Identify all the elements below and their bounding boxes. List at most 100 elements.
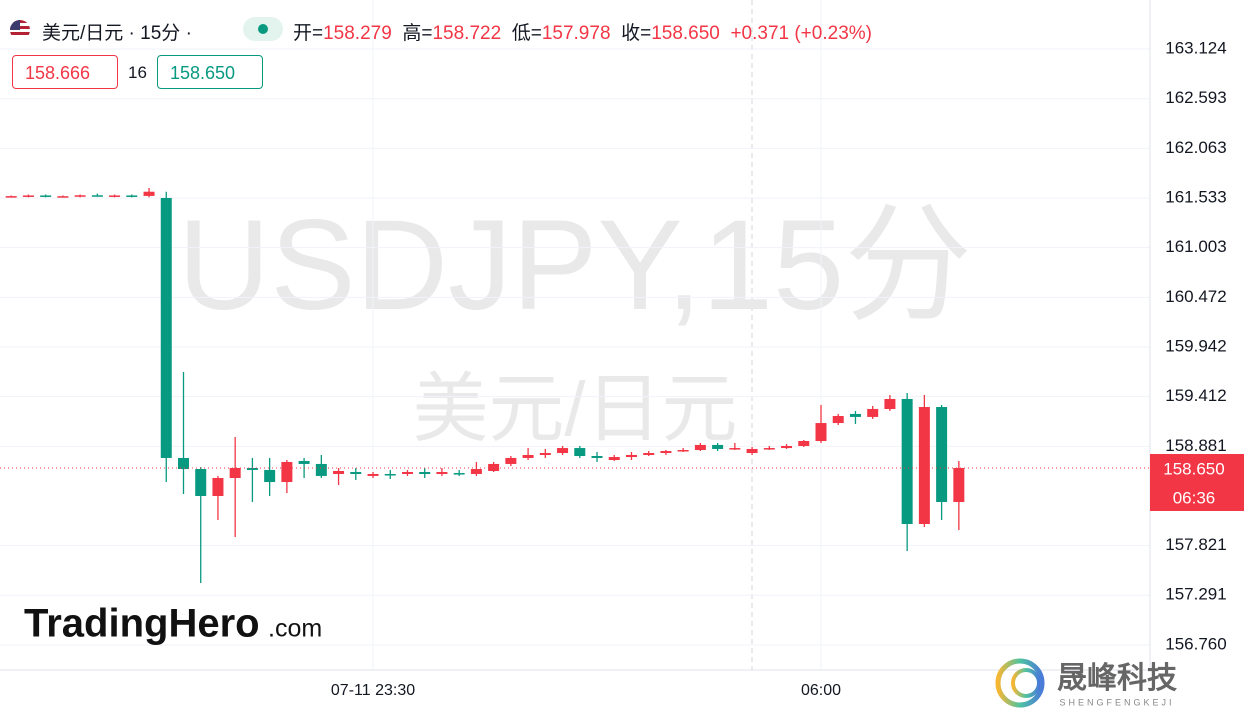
candle-body	[384, 473, 396, 476]
candle-body	[884, 398, 896, 409]
candle-body	[40, 195, 52, 197]
candle-body	[350, 472, 362, 474]
x-tick-label: 07-11 23:30	[331, 682, 415, 699]
candle-body	[281, 461, 293, 483]
candle-body	[57, 196, 69, 198]
high-value: 158.722	[432, 23, 502, 44]
close-value: 158.650	[651, 23, 720, 44]
candle-body	[832, 416, 844, 424]
candle-body	[333, 470, 345, 474]
candle-body	[470, 469, 482, 474]
candle-body	[298, 460, 310, 464]
candle-body	[936, 407, 948, 502]
price-tag	[1150, 453, 1244, 511]
plot	[0, 0, 1150, 670]
flag-icon	[10, 20, 30, 40]
y-tick-label: 160.472	[1165, 287, 1226, 306]
y-tick-label: 158.881	[1165, 436, 1226, 455]
candle-body	[367, 473, 379, 476]
candle-body	[264, 469, 276, 483]
candle-body	[505, 457, 517, 464]
partner-sub: SHENGFENGKEJI	[1059, 697, 1174, 707]
candle-body	[781, 445, 793, 449]
y-tick-label: 157.821	[1165, 535, 1226, 554]
candle-body	[712, 444, 724, 449]
candle-body	[660, 451, 672, 454]
candle-body	[746, 448, 758, 454]
candle-body	[625, 454, 637, 458]
watermark: USDJPY,15分	[178, 194, 972, 337]
candle-body	[815, 423, 827, 442]
y-tick-label: 163.124	[1165, 38, 1226, 57]
candle-body	[177, 457, 189, 470]
candle-body	[953, 467, 965, 502]
candle-body	[867, 408, 879, 417]
countdown: 06:36	[1173, 488, 1216, 507]
spread: 16	[128, 63, 147, 82]
change: +0.371 (+0.23%)	[730, 23, 872, 44]
candle-body	[849, 413, 861, 417]
symbol[interactable]: 美元/日元 · 15分 ·	[42, 23, 192, 44]
candle-body	[91, 195, 103, 197]
y-tick-label: 156.760	[1165, 634, 1226, 653]
candle-body	[694, 444, 706, 451]
candle-body	[763, 448, 775, 450]
y-tick-label: 157.291	[1165, 585, 1226, 604]
candle-body	[315, 463, 327, 476]
candle-body	[488, 463, 500, 471]
sell-button[interactable]: 158.666	[12, 55, 118, 89]
y-tick-label: 161.533	[1165, 187, 1226, 206]
candle-body	[22, 195, 34, 197]
y-tick-label: 159.942	[1165, 336, 1226, 355]
x-tick-label: 06:00	[801, 682, 841, 699]
candle-body	[522, 454, 534, 458]
candle-body	[109, 195, 121, 197]
open-value: 158.279	[323, 23, 392, 44]
candle-body	[643, 453, 655, 455]
candle-body	[246, 467, 258, 470]
candle-body	[419, 472, 431, 474]
candle-body	[798, 441, 810, 446]
candle-body	[901, 398, 913, 524]
low-value: 157.978	[541, 23, 611, 44]
candle-body	[918, 407, 930, 524]
candle-body	[677, 450, 689, 452]
candle-body	[401, 472, 413, 474]
candle-body	[608, 457, 620, 461]
y-tick-label: 162.593	[1165, 88, 1226, 107]
partner-name: 晟峰科技	[1057, 662, 1177, 695]
buy-button[interactable]: 158.650	[157, 55, 263, 89]
candle-body	[729, 448, 741, 450]
candle-body	[212, 478, 224, 496]
status-dot	[258, 24, 268, 34]
candle-body	[453, 473, 465, 475]
candle-body	[574, 448, 586, 457]
candle-body	[195, 469, 207, 496]
price-tag-label: 158.650	[1163, 459, 1224, 478]
candle-body	[126, 195, 138, 197]
low-label: 低=	[511, 23, 542, 44]
brand: TradingHero	[24, 602, 260, 646]
brand-suffix: .com	[268, 615, 322, 643]
watermark-sub: 美元/日元	[412, 367, 737, 452]
candle-body	[557, 448, 569, 454]
candle-body	[436, 472, 448, 474]
candle-body	[229, 467, 241, 479]
y-tick-label: 159.412	[1165, 386, 1226, 405]
candle-body	[74, 195, 86, 197]
status-pill[interactable]	[243, 17, 283, 41]
candle-body	[5, 196, 17, 198]
high-label: 高=	[402, 23, 433, 44]
close-label: 收=	[621, 23, 652, 44]
candle-body	[143, 191, 155, 196]
y-tick-label: 162.063	[1165, 138, 1226, 157]
candle-body	[591, 456, 603, 458]
candle-body	[160, 197, 172, 458]
y-tick-label: 161.003	[1165, 237, 1226, 256]
partner-logo	[995, 658, 1045, 708]
open-label: 开=	[293, 23, 324, 44]
flag-canton	[10, 20, 20, 30]
candle-body	[539, 453, 551, 455]
